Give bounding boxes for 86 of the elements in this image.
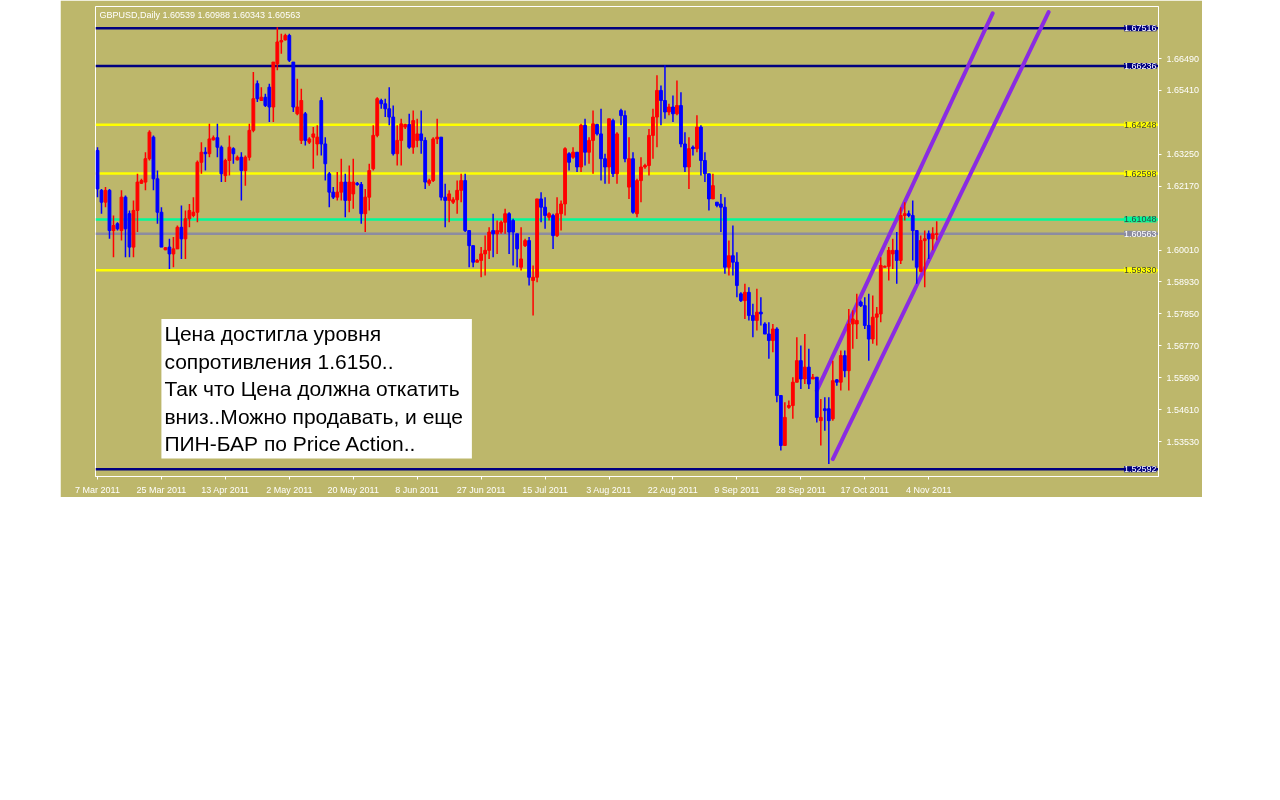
candlestick (575, 151, 579, 173)
line-series (830, 10, 1051, 462)
candlestick (255, 79, 260, 103)
candlestick (347, 164, 352, 213)
candlestick (103, 186, 108, 208)
candlestick (567, 151, 571, 172)
candlestick (407, 113, 412, 150)
candlestick (167, 238, 172, 270)
candlestick (854, 293, 859, 340)
ref-line-label: 1.62598 (1123, 168, 1157, 179)
x-tick-label: 3 Aug 2011 (586, 484, 632, 495)
x-tick-label: 13 Apr 2011 (201, 484, 250, 495)
chart-title: GBPUSD,Daily 1.60539 1.60988 1.60343 1.60563 (99, 9, 301, 20)
ref-line-label: 1.64248 (1123, 119, 1157, 130)
x-tick-label: 7 Mar 2011 (75, 484, 120, 495)
candlestick (207, 123, 212, 158)
annotation: Цена достигла уровня сопротивления 1.6150.. Так что Цена должна откатить вниз..Можно продавать, и еще ПИН-БАР по Price Action.. (164, 322, 464, 456)
candlestick (754, 288, 759, 332)
candlestick (551, 212, 555, 250)
candlestick (511, 217, 516, 267)
candlestick (671, 94, 675, 123)
ref-line-label: 1.59330 (1123, 265, 1157, 276)
candlestick (695, 114, 699, 153)
x-tick-label: 20 May 2011 (327, 484, 379, 495)
candlestick (727, 239, 731, 277)
candlestick (311, 126, 316, 170)
y-tick-label: 1.53530 (1166, 436, 1200, 447)
ref-line-label: 1.60563 (1123, 228, 1157, 239)
candlestick (179, 204, 184, 260)
candlestick (802, 333, 807, 385)
candlestick (870, 294, 875, 345)
candlestick (934, 220, 939, 241)
y-tick-label: 1.58930 (1166, 277, 1200, 287)
candlestick (339, 157, 344, 202)
x-tick-label: 2 May 2011 (266, 484, 313, 495)
x-tick-label: 28 Sep 2011 (775, 484, 827, 495)
y-tick-label: 1.62170 (1166, 181, 1200, 192)
candlestick (335, 171, 340, 202)
y-tick-label: 1.66490 (1166, 53, 1200, 64)
candlestick (343, 173, 348, 219)
candlestick (711, 173, 715, 200)
y-tick-label: 1.57850 (1166, 308, 1200, 319)
ref-line-label: 1.66236 (1123, 61, 1157, 72)
y-tick-label: 1.54610 (1166, 404, 1200, 415)
x-tick-label: 25 Mar 2011 (136, 484, 187, 495)
candlestick (267, 82, 272, 123)
y-tick-label: 1.60010 (1166, 245, 1200, 256)
ref-line-label: 1.61048 (1123, 214, 1157, 225)
candlestick (826, 396, 831, 465)
candlestick (890, 238, 895, 270)
x-tick-label: 17 Oct 2011 (840, 484, 889, 495)
x-tick-label: 27 Jun 2011 (456, 484, 506, 495)
candlestick (842, 349, 847, 378)
candlestick (922, 229, 927, 289)
candlestick (415, 118, 420, 148)
candlestick (818, 398, 823, 447)
candlestick (806, 348, 811, 390)
candlestick (675, 79, 679, 117)
candlestick (798, 344, 803, 390)
candlestick (822, 396, 827, 432)
candlestick (183, 209, 188, 260)
x-tick-label: 8 Jun 2011 (395, 484, 440, 495)
candlestick (770, 323, 775, 354)
candlestick (687, 136, 691, 190)
candlestick (491, 212, 496, 258)
y-tick-label: 1.56770 (1166, 340, 1200, 351)
candlestick (555, 196, 559, 238)
candlestick (591, 109, 595, 175)
x-tick-label: 9 Sep 2011 (714, 484, 760, 495)
candlestick (691, 144, 695, 157)
candlestick (866, 293, 871, 362)
y-tick-label: 1.63250 (1166, 149, 1200, 160)
x-tick-label: 4 Nov 2011 (906, 484, 952, 495)
candlestick (111, 214, 116, 258)
candlestick (239, 151, 244, 202)
ref-line-label: 1.52592 (1123, 464, 1157, 475)
candlestick (503, 207, 508, 235)
y-tick-label: 1.55690 (1166, 372, 1200, 383)
x-tick-label: 15 Jul 2011 (522, 484, 569, 495)
candlestick (203, 146, 208, 172)
x-tick-label: 22 Aug 2011 (647, 484, 698, 495)
candlestick (519, 226, 523, 272)
candlestick (543, 196, 547, 230)
y-tick-label: 1.65410 (1166, 85, 1200, 96)
ref-line-label: 1.67516 (1123, 23, 1157, 34)
candlestick (926, 229, 931, 260)
